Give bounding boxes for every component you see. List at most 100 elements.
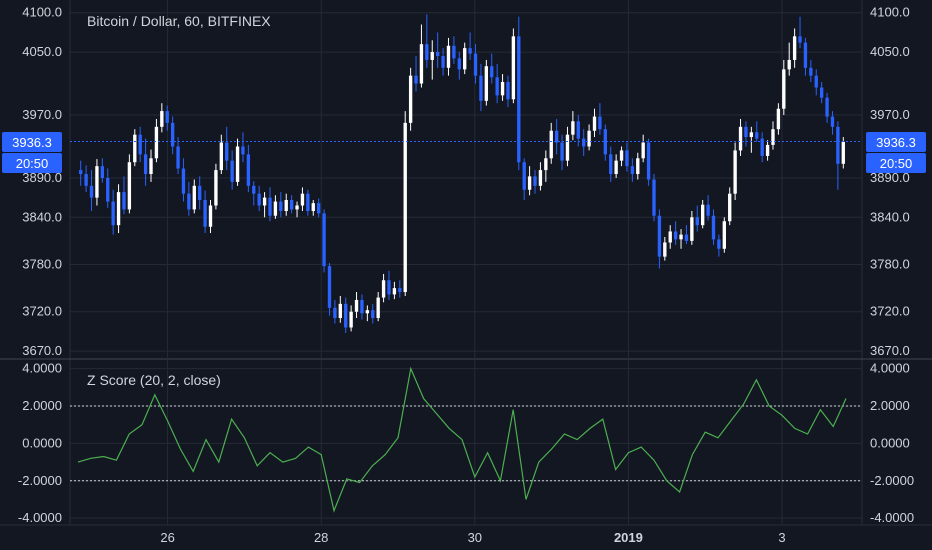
candle-body xyxy=(398,288,402,293)
candle-body xyxy=(127,162,132,210)
candle-body xyxy=(322,213,326,267)
countdown-tag-left-bg xyxy=(2,153,62,173)
candle-body xyxy=(500,81,505,96)
indicator-tick-label-right: -4.0000 xyxy=(870,510,914,525)
indicator-title[interactable]: Z Score (20, 2, close) xyxy=(87,372,221,388)
candle-body xyxy=(836,126,840,164)
price-tick-label-left: 3970.0 xyxy=(22,107,62,122)
candle-body xyxy=(506,81,510,100)
indicator-axis-left[interactable]: 4.0000 2.0000 0.0000 -2.0000 -4.0000 xyxy=(18,361,62,526)
last-price-tag-right-bg xyxy=(866,132,926,152)
candle-body xyxy=(84,174,88,186)
candle-body xyxy=(349,311,353,328)
candle-body xyxy=(344,303,348,328)
candle-body xyxy=(630,166,635,175)
indicator-axis-right[interactable]: 4.0000 2.0000 0.0000 -2.0000 -4.0000 xyxy=(870,361,914,526)
candle-body xyxy=(652,179,656,216)
indicator-tick-label-left: -4.0000 xyxy=(18,510,62,525)
price-tick-label-right: 4100.0 xyxy=(870,5,910,20)
price-tick-label-right: 3840.0 xyxy=(870,209,910,224)
time-tick-label: 30 xyxy=(468,530,482,545)
candle-body xyxy=(170,122,175,147)
candle-body xyxy=(803,42,808,68)
candle-body xyxy=(646,142,651,180)
candle-body xyxy=(262,197,267,206)
candle-body xyxy=(306,193,310,212)
candle-body xyxy=(511,36,516,100)
candle-body xyxy=(230,160,234,182)
price-tick-label-left: 3780.0 xyxy=(22,257,62,272)
candle-body xyxy=(749,132,754,138)
candle-body xyxy=(765,144,770,156)
candle-body xyxy=(554,130,559,143)
last-price-right: 3936.3 xyxy=(876,135,916,150)
candle-body xyxy=(711,215,716,240)
candle-body xyxy=(695,217,699,226)
candle-body xyxy=(435,52,440,56)
price-tick-label-right: 4050.0 xyxy=(870,44,910,59)
candle-body xyxy=(452,45,456,59)
candle-body xyxy=(371,310,375,319)
candle-body xyxy=(809,67,813,76)
candle-body xyxy=(673,231,678,240)
indicator-tick-label-right: 0.0000 xyxy=(870,435,910,450)
candle-body xyxy=(381,280,386,298)
candle-body xyxy=(582,138,586,147)
candle-body xyxy=(154,126,159,159)
candle-body xyxy=(122,192,126,210)
candle-body xyxy=(338,303,342,319)
countdown-left: 20:50 xyxy=(16,156,49,171)
candle-body xyxy=(187,193,191,210)
candle-body xyxy=(354,299,359,312)
price-tick-label-left: 3840.0 xyxy=(22,209,62,224)
candle-body xyxy=(284,199,288,212)
candle-body xyxy=(560,142,564,161)
price-axis-left[interactable]: 4100.0 4050.0 3970.0 3890.0 3840.0 3780.0 3720… xyxy=(22,5,62,358)
candle-body xyxy=(825,97,829,117)
candle-body xyxy=(160,111,164,127)
price-tick-label-left: 4100.0 xyxy=(22,5,62,20)
candle-body xyxy=(576,121,580,139)
candle-body xyxy=(430,52,434,60)
candle-body xyxy=(365,310,370,314)
candle-body xyxy=(360,299,364,314)
candle-body xyxy=(798,36,802,43)
candle-body xyxy=(614,160,618,175)
last-price-left: 3936.3 xyxy=(12,135,52,150)
main-chart-title[interactable]: Bitcoin / Dollar, 60, BITFINEX xyxy=(87,13,271,29)
candle-body xyxy=(446,45,451,68)
candle-body xyxy=(192,185,196,210)
candle-body xyxy=(603,129,608,155)
candle-body xyxy=(722,221,726,249)
candle-body xyxy=(663,242,667,257)
candle-body xyxy=(333,307,337,319)
indicator-tick-label-left: 4.0000 xyxy=(22,361,62,376)
candle-body xyxy=(392,288,397,295)
candle-body xyxy=(235,146,240,182)
candle-body xyxy=(441,55,445,68)
last-price-tag-right: 3936.3 20:50 xyxy=(866,132,926,173)
candle-body xyxy=(587,130,591,147)
candle-body xyxy=(219,142,224,171)
candle-body xyxy=(89,185,94,198)
candle-body xyxy=(527,176,532,190)
candle-body xyxy=(733,150,737,194)
indicator-tick-label-right: -2.0000 xyxy=(870,473,914,488)
candle-body xyxy=(295,205,299,210)
price-tick-label-left: 3720.0 xyxy=(22,304,62,319)
candle-body xyxy=(289,199,294,210)
price-tick-label-right: 3670.0 xyxy=(870,343,910,358)
candle-body xyxy=(522,162,526,190)
candle-body xyxy=(116,192,121,226)
price-tick-label-right: 3720.0 xyxy=(870,304,910,319)
candle-body xyxy=(198,185,202,200)
candle-body xyxy=(738,126,743,151)
price-axis-right[interactable]: 4100.0 4050.0 3970.0 3890.0 3840.0 3780.0 3720… xyxy=(870,5,910,358)
last-price-tag-left: 3936.3 20:50 xyxy=(2,132,62,173)
candle-body xyxy=(279,201,283,212)
candle-body xyxy=(625,150,629,167)
time-axis[interactable]: 26 28 30 2019 3 xyxy=(160,530,785,545)
candle-body xyxy=(760,138,764,156)
candle-body xyxy=(376,297,380,319)
candle-body xyxy=(571,121,575,135)
